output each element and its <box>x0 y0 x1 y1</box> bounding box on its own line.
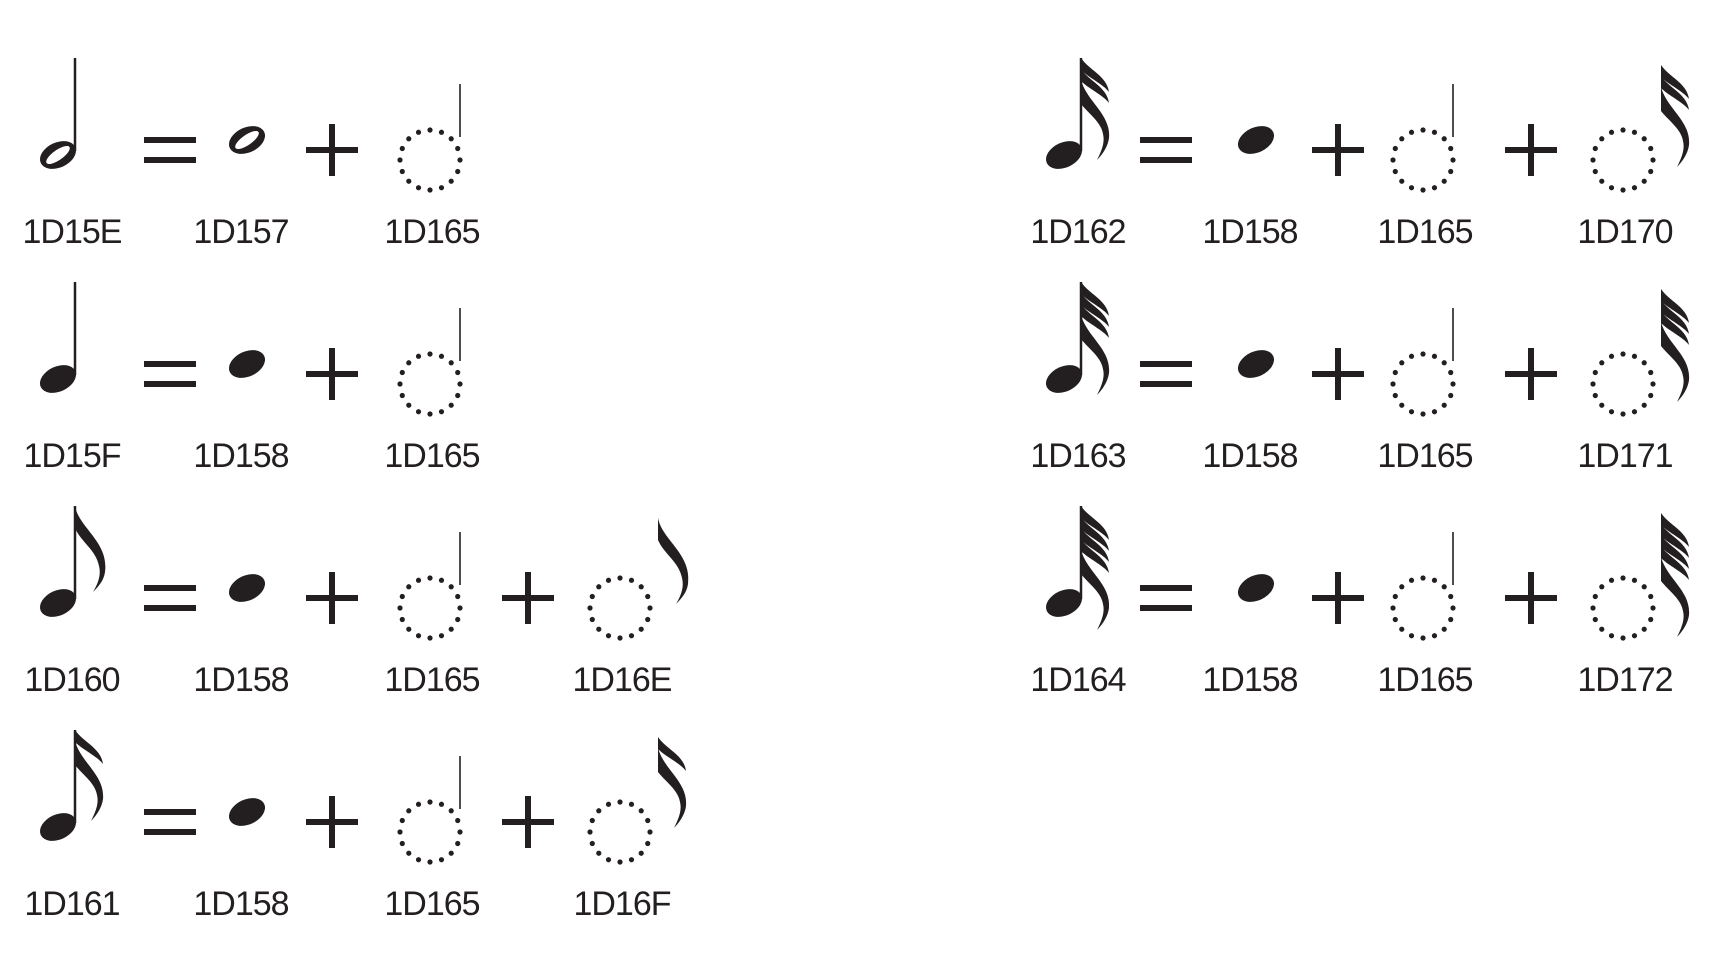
dotted-circle-placeholder <box>397 799 463 865</box>
code-point-label: 1D172 <box>1577 661 1673 699</box>
code-point-label: 1D164 <box>1030 661 1126 699</box>
note-head-icon <box>1045 589 1083 617</box>
code-point-label: 1D161 <box>24 885 120 923</box>
decomposition-row <box>39 506 689 641</box>
note-head-icon <box>39 813 77 841</box>
equals-sign-icon <box>1140 361 1192 387</box>
combining-flag-icon <box>658 737 687 828</box>
dotted-circle-placeholder <box>1390 127 1456 193</box>
black-notehead-icon <box>1237 126 1275 154</box>
code-point-label: 1D170 <box>1577 213 1673 251</box>
dotted-circle-placeholder <box>397 351 463 417</box>
black-notehead-icon <box>1237 350 1275 378</box>
note-flag-icon <box>75 730 104 821</box>
plus-sign-icon <box>306 796 358 848</box>
code-point-label: 1D16E <box>572 661 673 699</box>
combining-flag-icon <box>658 518 689 604</box>
code-point-label: 1D15F <box>23 437 121 475</box>
black-notehead-icon <box>228 574 266 602</box>
plus-sign-icon <box>1505 348 1557 400</box>
dotted-circle-placeholder <box>397 575 463 641</box>
plus-sign-icon <box>1312 124 1364 176</box>
plus-sign-icon <box>1312 348 1364 400</box>
plus-sign-icon <box>306 572 358 624</box>
note-flag-icon <box>1081 58 1110 160</box>
decomposition-row <box>1045 58 1690 193</box>
code-point-label: 1D158 <box>193 437 289 475</box>
black-notehead-icon <box>228 798 266 826</box>
code-point-label: 1D15E <box>22 213 123 251</box>
equals-sign-icon <box>1140 585 1192 611</box>
note-flag-icon <box>75 506 106 592</box>
plus-sign-icon <box>1505 572 1557 624</box>
black-notehead-icon <box>1237 574 1275 602</box>
dotted-circle-placeholder <box>1590 127 1656 193</box>
plus-sign-icon <box>306 124 358 176</box>
plus-sign-icon <box>502 572 554 624</box>
decomposition-row <box>39 730 687 865</box>
code-point-label: 1D165 <box>1377 213 1473 251</box>
dotted-circle-placeholder <box>1590 575 1656 641</box>
plus-sign-icon <box>1505 124 1557 176</box>
dotted-circle-placeholder <box>587 575 653 641</box>
equals-sign-icon <box>144 361 196 387</box>
equals-sign-icon <box>144 585 196 611</box>
combining-flag-icon <box>1661 65 1690 167</box>
note-head-icon <box>39 589 77 617</box>
dotted-circle-placeholder <box>587 799 653 865</box>
code-point-label: 1D160 <box>24 661 120 699</box>
plus-sign-icon <box>1312 572 1364 624</box>
equals-sign-icon <box>1140 137 1192 163</box>
decomposition-row <box>1045 506 1690 641</box>
note-flag-icon <box>1081 282 1110 395</box>
dotted-circle-placeholder <box>1390 575 1456 641</box>
code-point-label: 1D165 <box>384 213 480 251</box>
decomposition-row <box>1045 282 1690 417</box>
code-point-label: 1D163 <box>1030 437 1126 475</box>
code-point-label: 1D165 <box>384 661 480 699</box>
note-head-icon <box>1045 365 1083 393</box>
code-point-label: 1D165 <box>384 437 480 475</box>
code-point-label: 1D165 <box>384 885 480 923</box>
plus-sign-icon <box>306 348 358 400</box>
code-point-label: 1D158 <box>193 885 289 923</box>
plus-sign-icon <box>502 796 554 848</box>
equals-sign-icon <box>144 809 196 835</box>
dotted-circle-placeholder <box>1390 351 1456 417</box>
code-point-label: 1D162 <box>1030 213 1126 251</box>
code-point-label: 1D158 <box>1202 213 1298 251</box>
code-point-label: 1D157 <box>193 213 289 251</box>
decomposition-row <box>39 58 463 193</box>
dotted-circle-placeholder <box>1590 351 1656 417</box>
equals-sign-icon <box>144 137 196 163</box>
void-notehead-icon <box>228 126 266 154</box>
note-head-icon <box>39 365 77 393</box>
code-point-label: 1D158 <box>193 661 289 699</box>
black-notehead-icon <box>228 350 266 378</box>
code-point-label: 1D16F <box>573 885 671 923</box>
half-note-head-icon <box>39 141 77 169</box>
dotted-circle-placeholder <box>397 127 463 193</box>
decomposition-row <box>39 282 463 417</box>
code-point-label: 1D171 <box>1577 437 1673 475</box>
note-head-icon <box>1045 141 1083 169</box>
code-point-label: 1D165 <box>1377 661 1473 699</box>
code-point-label: 1D158 <box>1202 437 1298 475</box>
combining-flag-icon <box>1661 513 1690 637</box>
combining-flag-icon <box>1661 289 1690 402</box>
code-point-label: 1D158 <box>1202 661 1298 699</box>
note-flag-icon <box>1081 506 1110 630</box>
code-point-label: 1D165 <box>1377 437 1473 475</box>
